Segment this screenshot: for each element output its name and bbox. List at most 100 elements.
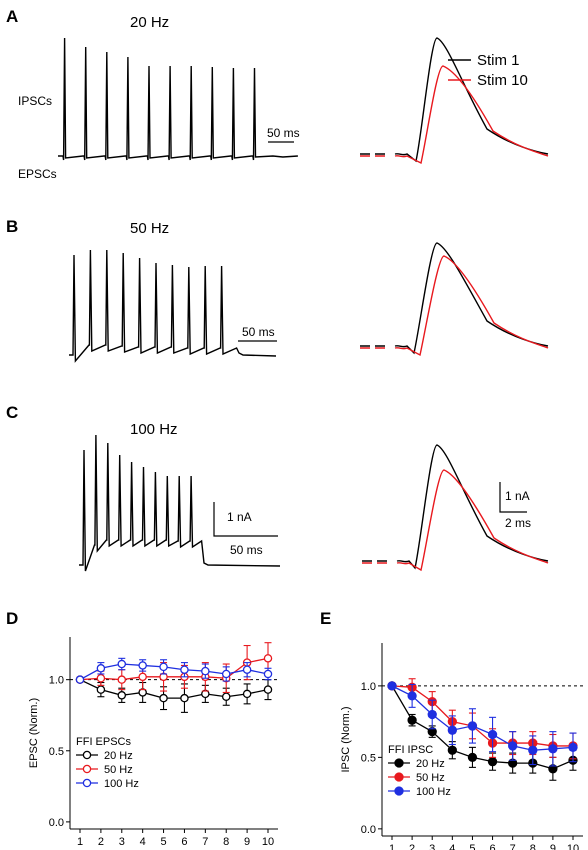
overlay-trace-stim10-100hz [362,469,549,572]
data-point [467,721,478,731]
data-point [407,715,417,725]
legend-label-stim10: Stim 10 [477,72,528,89]
legend-marker [82,750,92,760]
x-tick-label: 8 [223,836,229,848]
data-point [117,691,127,700]
data-point [221,692,231,701]
legend-title: FFI IPSC [388,744,433,756]
legend-label: 50 Hz [104,764,133,776]
data-point [487,757,498,767]
trace-train-100hz [79,434,281,572]
legend-marker [394,758,404,768]
data-point [159,693,168,703]
legend-title: FFI EPSCs [76,736,132,748]
overlay-trace-stim10-50hz [360,255,549,357]
condition-label-c: 100 Hz [130,421,178,438]
data-point [487,729,498,740]
overlay-trace-stim1-100hz [362,444,549,570]
overlay-scalebar-current-label: 1 nA [505,489,530,503]
data-point [407,691,417,701]
condition-label-a: 20 Hz [130,14,169,31]
overlay-trace-stim10-20hz [360,65,549,165]
x-tick-label: 1 [389,843,395,850]
series-line [79,679,269,699]
series-line [391,685,574,770]
data-point [427,709,437,720]
data-point [159,662,168,672]
y-tick-label: 1.0 [49,675,64,687]
legend-label-stim1: Stim 1 [477,52,520,69]
data-point [263,669,273,679]
x-tick-label: 6 [489,843,495,850]
legend-label: 100 Hz [416,786,451,798]
legend-marker [394,786,404,796]
legend-label: 20 Hz [104,750,133,762]
y-tick-label: 0.5 [49,746,64,758]
overlay-trace-stim1-50hz [360,242,549,355]
scalebar-c [213,502,278,537]
data-point [387,681,397,691]
x-tick-label: 4 [140,836,146,848]
series-line [391,685,573,747]
scalebar-time-label-c: 50 ms [230,543,263,557]
series-line [391,685,574,751]
legend-marker [394,772,404,782]
data-point [568,742,578,753]
data-point [117,675,127,684]
panel-label-e: E [320,609,331,628]
data-point [528,745,538,755]
data-point [242,665,252,674]
trace-train-50hz [69,249,277,363]
data-point [96,664,106,673]
data-point [117,659,127,669]
x-tick-label: 3 [119,836,125,848]
legend-marker [82,764,92,774]
data-point [75,675,85,684]
data-point [242,689,252,699]
ipsc-label: IPSCs [18,94,52,108]
data-point [263,654,273,663]
data-point [447,725,457,735]
overlay-trace-stim1-20hz [360,37,549,163]
y-tick-label: 1.0 [361,681,376,693]
x-tick-label: 10 [567,843,579,850]
y-axis-label: EPSC (Norm.) [28,698,40,768]
legend-marker [82,778,92,788]
data-point [96,673,106,683]
x-tick-label: 2 [98,836,104,848]
series-line [79,663,269,681]
x-tick-label: 2 [409,843,415,850]
legend-label: 50 Hz [416,772,445,784]
data-point [180,665,189,674]
x-tick-label: 8 [530,843,536,850]
data-point [467,752,478,763]
x-tick-label: 3 [429,843,435,850]
x-tick-label: 4 [449,843,455,850]
overlay-scalebar-c [499,482,527,513]
data-point [138,661,147,670]
x-tick-label: 10 [262,836,274,848]
scalebar-time-label-b: 50 ms [242,325,275,339]
panel-label-b: B [6,217,18,236]
x-tick-label: 9 [550,843,556,850]
epsc-label: EPSCs [18,167,57,181]
x-tick-label: 7 [202,836,208,848]
scalebar-time-label-a: 50 ms [267,126,300,140]
panel-label-a: A [6,7,18,26]
chart-epsc-normalized: 0.00.51.012345678910Stim. numberEPSC (No… [28,637,278,848]
data-point [548,744,558,754]
panel-label-d: D [6,609,18,628]
x-tick-label: 9 [244,836,250,848]
x-tick-label: 7 [510,843,516,850]
x-tick-label: 5 [160,836,166,848]
data-point [138,672,147,682]
data-point [96,685,106,694]
chart-ipsc-normalized: 0.00.51.012345678910Stim. numberIPSC (No… [340,643,583,850]
scalebar-current-label-c: 1 nA [227,510,252,524]
legend-label: 100 Hz [104,778,139,790]
data-point [201,666,210,676]
y-tick-label: 0.0 [361,824,376,836]
data-point [263,685,273,694]
data-point [447,745,457,755]
